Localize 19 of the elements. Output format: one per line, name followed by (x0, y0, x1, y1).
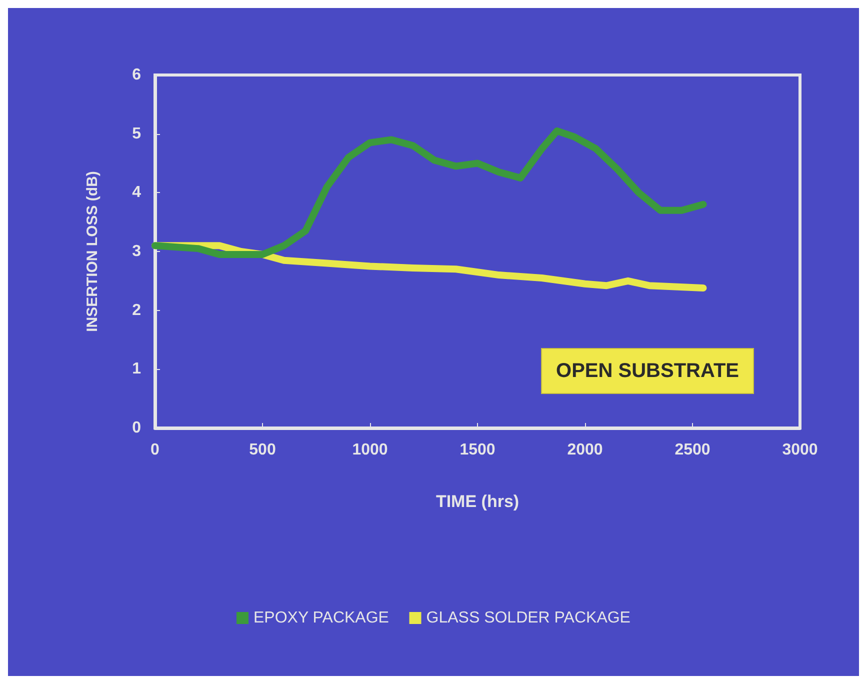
legend-label: EPOXY PACKAGE (254, 610, 389, 626)
x-tick-label: 2000 (567, 442, 603, 458)
y-axis-title: INSERTION LOSS (dB) (84, 171, 101, 332)
y-tick-label: 6 (132, 66, 142, 84)
x-tick-label: 2500 (674, 442, 710, 458)
y-tick-label: 5 (132, 125, 142, 142)
x-axis-title: TIME (hrs) (436, 492, 520, 511)
legend-label: GLASS SOLDER PACKAGE (426, 610, 630, 626)
y-tick-label: 1 (132, 360, 142, 378)
x-tick-label: 1000 (352, 442, 388, 458)
x-tick-label: 500 (249, 442, 276, 458)
y-tick-label: 3 (132, 243, 142, 260)
y-tick-label: 4 (132, 184, 142, 202)
x-tick-label: 1500 (460, 442, 496, 458)
annotation: OPEN SUBSTRATE (556, 360, 740, 382)
x-tick-label: 0 (150, 442, 160, 458)
x-tick-label: 3000 (782, 442, 818, 458)
y-tick-label: 0 (132, 420, 142, 436)
y-tick-label: 2 (132, 302, 142, 319)
